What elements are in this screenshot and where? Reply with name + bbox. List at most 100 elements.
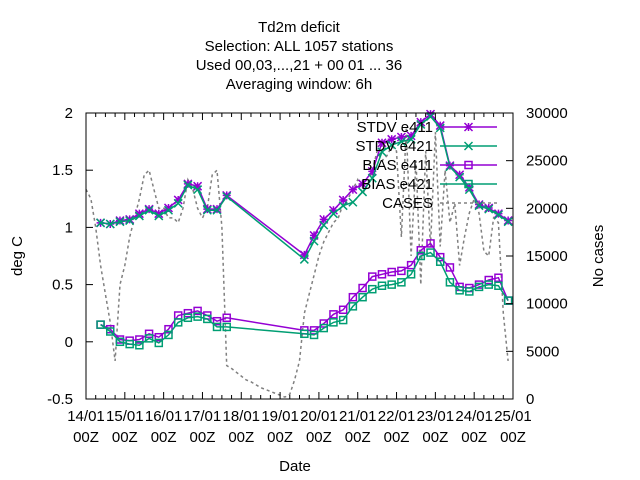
- data-point: [144, 329, 154, 339]
- data-point: [212, 322, 222, 332]
- title-line: Averaging window: 6h: [226, 76, 372, 93]
- data-point: [416, 117, 426, 127]
- x-tick-label-time: 00Z: [228, 429, 254, 446]
- data-point: [222, 190, 232, 200]
- data-point: [493, 210, 503, 220]
- data-point: [163, 203, 174, 213]
- data-point: [387, 267, 396, 277]
- y2-axis-label: No cases: [590, 225, 607, 288]
- legend-label: BIAS e421: [361, 176, 433, 193]
- data-point: [367, 166, 377, 176]
- data-point: [503, 217, 513, 227]
- data-point: [164, 330, 173, 340]
- data-point: [154, 338, 164, 348]
- axes: -0.5 0 0.5 1 1.5 2 0 5000 10000 15000 20000 25000 30…: [47, 105, 568, 446]
- data-point: [426, 248, 435, 257]
- data-point: [484, 275, 493, 285]
- x-tick-label-time: 00Z: [422, 429, 448, 446]
- legend: STDV e411 STDV e421 BIAS e411 BIAS e421 CASE…: [355, 119, 497, 212]
- legend-label: STDV e421: [355, 138, 433, 155]
- data-point: [425, 111, 436, 121]
- data-point: [309, 230, 319, 240]
- data-point: [358, 187, 368, 197]
- data-point: [222, 322, 231, 332]
- x-tick-label-date: 15/01: [106, 408, 144, 425]
- series-stdv-e411: [96, 109, 513, 260]
- data-point: [455, 172, 465, 182]
- data-point: [299, 250, 309, 260]
- data-point: [338, 315, 348, 325]
- data-point: [348, 292, 358, 302]
- x-axis-label: Date: [279, 458, 311, 475]
- x-tick-label-time: 00Z: [461, 429, 487, 446]
- y-tick-label: 1: [65, 219, 73, 236]
- y2-tick-label: 0: [526, 391, 534, 408]
- x-tick-label-time: 00Z: [190, 429, 216, 446]
- x-tick-label-time: 00Z: [345, 429, 371, 446]
- x-tick-label-time: 00Z: [151, 429, 177, 446]
- data-point: [387, 134, 397, 144]
- x-tick-label-date: 21/01: [339, 408, 377, 425]
- data-point: [173, 318, 183, 327]
- data-point: [445, 263, 455, 272]
- x-tick-label-date: 18/01: [222, 408, 260, 425]
- data-point: [328, 205, 338, 215]
- x-tick-label-date: 22/01: [378, 408, 416, 425]
- data-point: [309, 236, 319, 246]
- y-tick-label: 0: [65, 334, 73, 351]
- data-point: [406, 270, 416, 279]
- data-point: [465, 287, 474, 296]
- legend-marker: [464, 179, 473, 189]
- data-point: [319, 220, 329, 230]
- legend-item: CASES: [382, 195, 497, 212]
- data-point: [358, 292, 367, 302]
- data-point: [125, 339, 134, 349]
- data-point: [368, 284, 377, 294]
- plot-area: [85, 109, 513, 398]
- x-tick-label-date: 20/01: [300, 408, 338, 425]
- y-tick-label: 1.5: [52, 162, 73, 179]
- data-point: [319, 214, 329, 224]
- data-point: [435, 123, 445, 133]
- data-point: [319, 323, 329, 333]
- data-point: [134, 211, 144, 221]
- legend-label: CASES: [382, 195, 433, 212]
- data-point: [368, 272, 377, 281]
- data-point: [358, 283, 367, 293]
- data-point: [435, 121, 445, 131]
- data-point: [125, 216, 135, 226]
- data-point: [397, 266, 406, 276]
- data-point: [348, 185, 358, 195]
- data-point: [406, 260, 416, 270]
- y2-tick-label: 15000: [526, 248, 568, 265]
- data-point: [144, 204, 154, 214]
- data-point: [455, 170, 465, 180]
- data-point: [144, 334, 154, 343]
- data-point: [396, 137, 406, 147]
- series-cases: [85, 127, 509, 398]
- y-axis-label: deg C: [9, 236, 26, 276]
- legend-marker: [463, 141, 474, 151]
- data-point: [183, 308, 193, 318]
- data-point: [387, 140, 397, 150]
- data-point: [406, 134, 416, 144]
- series-line: [100, 115, 509, 261]
- chart-title: Td2m deficit Selection: ALL 1057 stations…: [196, 19, 402, 93]
- x-tick-label-date: 23/01: [417, 408, 455, 425]
- data-point: [328, 209, 338, 219]
- x-tick-label-date: 25/01: [494, 408, 532, 425]
- data-point: [173, 198, 183, 208]
- x-tick-label-date: 19/01: [261, 408, 299, 425]
- y-tick-label: 0.5: [52, 277, 73, 294]
- data-point: [212, 316, 222, 326]
- data-point: [299, 254, 309, 264]
- data-point: [329, 310, 338, 319]
- data-point: [300, 329, 309, 339]
- data-point: [96, 218, 106, 228]
- data-point: [183, 180, 193, 190]
- data-point: [115, 337, 125, 347]
- data-point: [222, 191, 232, 202]
- data-point: [309, 326, 319, 335]
- x-tick-label-time: 00Z: [306, 429, 332, 446]
- data-point: [474, 282, 484, 292]
